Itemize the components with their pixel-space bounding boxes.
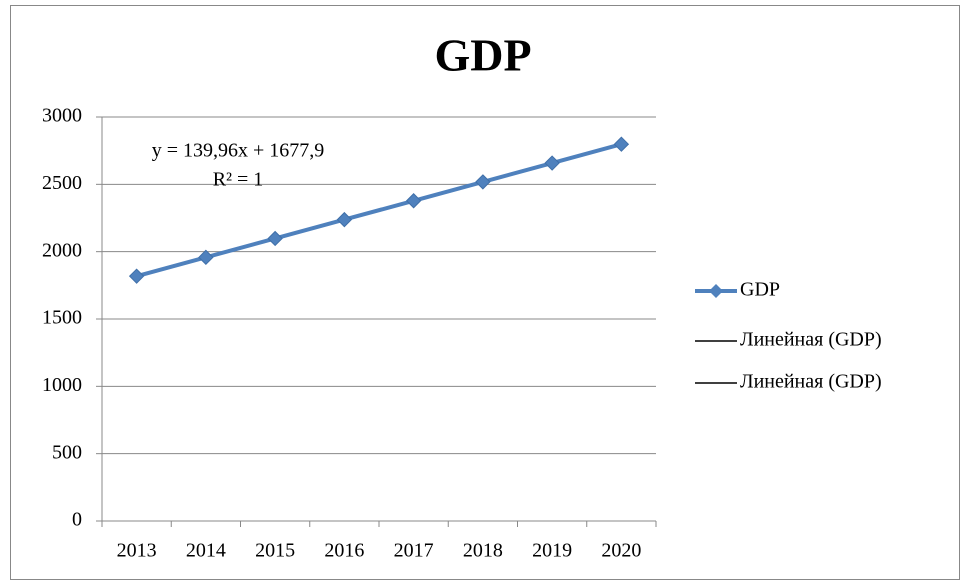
data-point xyxy=(267,230,283,247)
y-tick-label: 2000 xyxy=(42,239,82,261)
legend-label: Линейная (GDP) xyxy=(740,371,882,393)
legend-marker xyxy=(709,284,723,298)
data-point xyxy=(336,211,353,228)
x-tick-label: 2014 xyxy=(186,540,226,562)
chart-border xyxy=(10,5,960,580)
legend-label: GDP xyxy=(740,279,780,301)
y-tick-label: 500 xyxy=(52,441,82,463)
data-point xyxy=(405,193,422,209)
y-tick-label: 1000 xyxy=(42,374,82,396)
data-point xyxy=(128,268,145,284)
x-tick-label: 2016 xyxy=(324,540,364,562)
y-tick-label: 3000 xyxy=(42,105,82,127)
x-tick-label: 2018 xyxy=(463,540,503,562)
annotation: y = 139,96x + 1677,9 xyxy=(152,140,325,162)
data-point xyxy=(544,155,560,171)
legend-label: Линейная (GDP) xyxy=(740,329,882,351)
data-point xyxy=(475,174,491,190)
x-tick-label: 2020 xyxy=(601,540,641,562)
y-tick-label: 0 xyxy=(72,509,82,531)
y-tick-label: 2500 xyxy=(42,172,82,194)
data-point xyxy=(198,249,214,266)
chart-title: GDP xyxy=(434,30,531,81)
x-tick-label: 2017 xyxy=(394,540,434,562)
annotation: R² = 1 xyxy=(213,169,264,191)
y-tick-label: 1500 xyxy=(42,307,82,329)
x-tick-label: 2015 xyxy=(255,540,295,562)
x-tick-label: 2013 xyxy=(117,540,157,562)
x-tick-label: 2019 xyxy=(532,540,572,562)
data-line xyxy=(136,142,622,279)
data-point xyxy=(613,136,630,152)
